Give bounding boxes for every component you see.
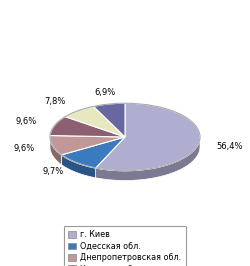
Legend: г. Киев, Одесская обл., Днепропетровская обл., Киевская обл., Донецкая обл., Про: г. Киев, Одесская обл., Днепропетровская… bbox=[64, 226, 186, 266]
Text: 56,4%: 56,4% bbox=[217, 142, 243, 151]
Text: 6,9%: 6,9% bbox=[94, 88, 116, 97]
Text: 9,7%: 9,7% bbox=[43, 167, 64, 176]
Polygon shape bbox=[62, 137, 125, 168]
Polygon shape bbox=[50, 117, 125, 137]
Polygon shape bbox=[94, 103, 125, 137]
Polygon shape bbox=[96, 138, 200, 181]
Polygon shape bbox=[50, 137, 62, 165]
Text: 7,8%: 7,8% bbox=[45, 97, 66, 106]
Text: 9,6%: 9,6% bbox=[16, 117, 37, 126]
Polygon shape bbox=[65, 106, 125, 137]
Text: 9,6%: 9,6% bbox=[13, 144, 34, 153]
Polygon shape bbox=[62, 155, 96, 178]
Polygon shape bbox=[96, 103, 200, 171]
Polygon shape bbox=[50, 135, 125, 155]
